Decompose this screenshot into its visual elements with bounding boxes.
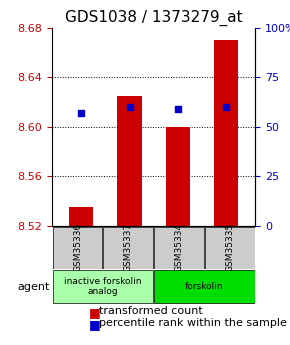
Point: [224, 104, 229, 110]
Text: agent: agent: [17, 282, 50, 292]
Text: inactive forskolin
analog: inactive forskolin analog: [64, 277, 142, 296]
Text: ■: ■: [89, 306, 101, 319]
FancyBboxPatch shape: [154, 227, 204, 269]
Bar: [214, 40, 238, 226]
Point: [175, 106, 180, 112]
Text: GSM35334: GSM35334: [175, 223, 184, 272]
Text: GSM35336: GSM35336: [73, 223, 82, 273]
Text: percentile rank within the sample: percentile rank within the sample: [99, 318, 287, 328]
Point: [127, 104, 132, 110]
FancyBboxPatch shape: [53, 227, 102, 269]
Title: GDS1038 / 1373279_at: GDS1038 / 1373279_at: [65, 10, 242, 26]
Bar: [166, 127, 190, 226]
Text: GSM35335: GSM35335: [225, 223, 234, 273]
FancyBboxPatch shape: [104, 227, 153, 269]
FancyBboxPatch shape: [53, 270, 153, 303]
FancyBboxPatch shape: [154, 270, 255, 303]
Bar: [117, 96, 142, 226]
Point: [79, 110, 84, 116]
Text: forskolin: forskolin: [185, 282, 224, 291]
Text: transformed count: transformed count: [99, 306, 203, 316]
FancyBboxPatch shape: [205, 227, 255, 269]
Text: GSM35337: GSM35337: [124, 223, 133, 273]
Text: ■: ■: [89, 318, 101, 331]
Bar: [69, 207, 93, 226]
